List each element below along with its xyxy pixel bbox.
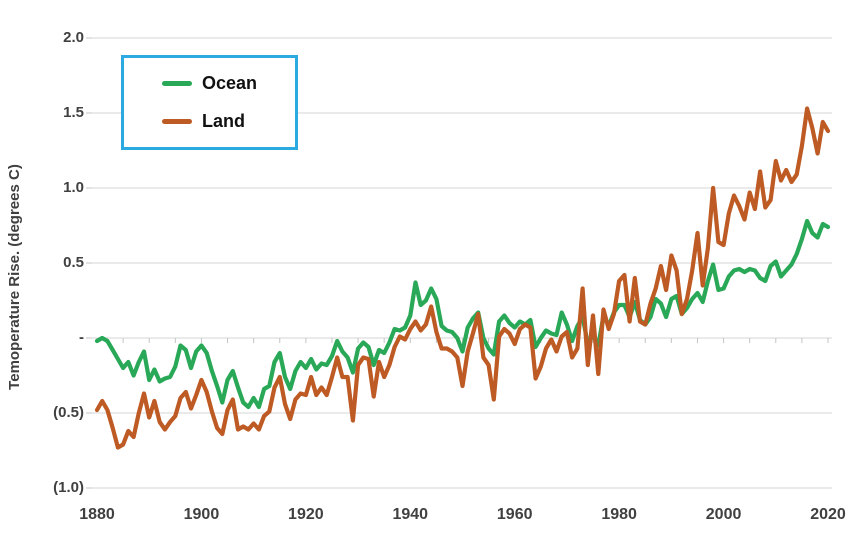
ocean-line-swatch — [162, 80, 192, 86]
legend-label-ocean: Ocean — [202, 72, 258, 93]
y-axis-tick-label: 1.0 — [63, 179, 84, 196]
y-axis-tick-label: 0.5 — [63, 254, 84, 271]
x-axis-tick-label: 1920 — [288, 506, 324, 523]
land-line-series — [94, 106, 831, 450]
x-axis-tick-label: 1900 — [183, 506, 220, 523]
y-axis-tick-label: - — [79, 329, 84, 346]
land-line-swatch — [162, 119, 192, 125]
x-axis-tick-label: 1980 — [601, 506, 637, 523]
y-axis-tick-label: 1.5 — [63, 104, 84, 121]
y-axis-tick-label: 2.0 — [63, 29, 84, 46]
ocean-line-series — [94, 218, 831, 410]
y-axis-tick-label: (0.5) — [53, 404, 84, 421]
legend-label-land: Land — [202, 111, 245, 132]
x-axis-tick-label: 1960 — [496, 506, 533, 523]
y-axis-tick-label: (1.0) — [53, 479, 84, 496]
chart-legend: Ocean Land — [121, 55, 298, 150]
x-axis-tick-label: 2000 — [705, 506, 742, 523]
x-axis-tick-label: 1880 — [79, 506, 115, 523]
x-axis-tick-label: 2020 — [810, 506, 846, 523]
legend-item-land: Land — [162, 111, 295, 132]
legend-item-ocean: Ocean — [162, 73, 295, 94]
x-axis-tick-label: 1940 — [392, 506, 429, 523]
